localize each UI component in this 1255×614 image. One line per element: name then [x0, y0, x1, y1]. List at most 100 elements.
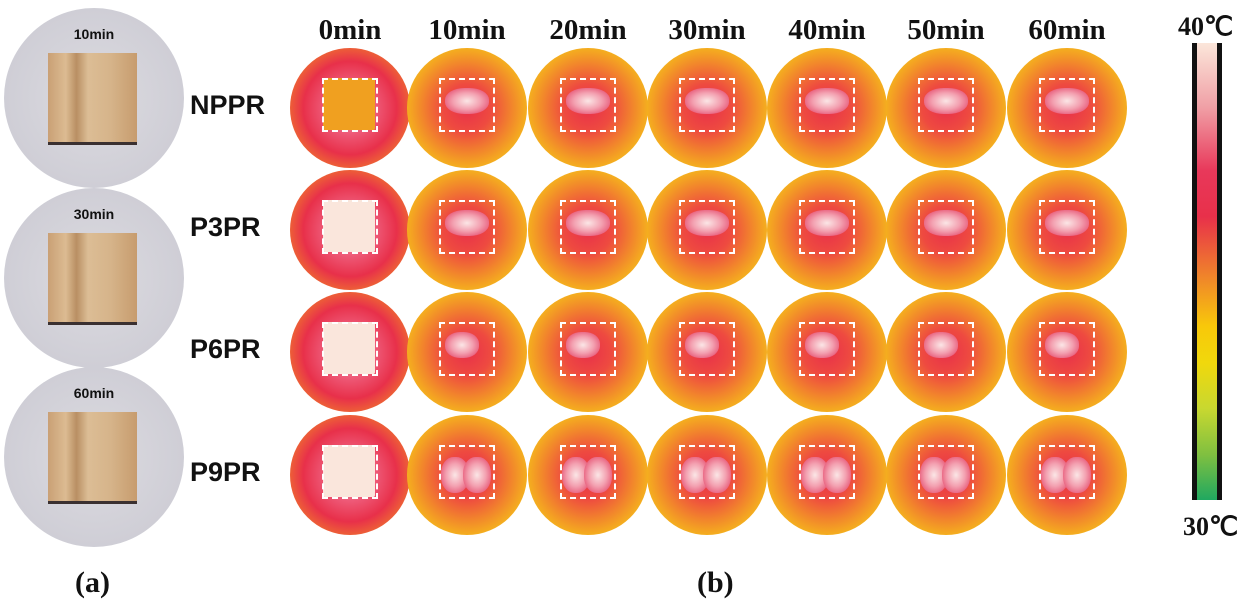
sample-hotspot: [1045, 332, 1079, 358]
sample-photo: 60min: [4, 367, 184, 547]
row-label: NPPR: [190, 90, 266, 120]
photo-time-label: 30min: [73, 206, 115, 222]
sample-hotspot: [566, 88, 610, 114]
sample-outline-box: [560, 78, 616, 132]
column-header: 20min: [549, 14, 627, 46]
thermal-image: [1007, 48, 1127, 168]
photo-time-label: 60min: [73, 385, 115, 401]
row-label: P9PR: [190, 457, 261, 487]
thermal-image: [528, 170, 648, 290]
sample-hotspot: [805, 332, 839, 358]
sample-outline-box: [1039, 445, 1095, 499]
thermal-image: [767, 48, 887, 168]
wood-sample: [48, 412, 137, 504]
thermal-image: [528, 415, 648, 535]
thermal-image: [407, 292, 527, 412]
sample-hotspot: [566, 210, 610, 236]
sample-outline-box: [560, 445, 616, 499]
sample-hotspot: [823, 457, 851, 493]
thermal-image: [1007, 292, 1127, 412]
thermal-image: [1007, 170, 1127, 290]
sample-hotspot: [323, 445, 375, 497]
sample-outline-box: [679, 322, 735, 376]
column-header: 50min: [907, 14, 985, 46]
sample-outline-box: [560, 200, 616, 254]
sample-outline-box: [1039, 78, 1095, 132]
thermal-image: [407, 415, 527, 535]
thermal-image: [290, 415, 410, 535]
thermal-image: [886, 48, 1006, 168]
thermal-image: [407, 48, 527, 168]
sample-outline-box: [918, 200, 974, 254]
thermal-image: [767, 415, 887, 535]
sample-hotspot: [445, 332, 479, 358]
sample-outline-box: [679, 200, 735, 254]
column-header: 30min: [668, 14, 746, 46]
photo-time-label: 10min: [73, 26, 115, 42]
thermal-image: [886, 170, 1006, 290]
sample-hotspot: [445, 210, 489, 236]
sample-outline-box: [918, 78, 974, 132]
sample-outline-box: [799, 78, 855, 132]
colorbar-min-label: 30℃: [1183, 512, 1239, 541]
sample-hotspot: [323, 200, 375, 252]
sample-hotspot: [1045, 88, 1089, 114]
panel-a-label: (a): [75, 566, 110, 599]
sample-outline-box: [322, 445, 378, 499]
sample-hotspot: [942, 457, 970, 493]
row-label: P3PR: [190, 212, 261, 242]
thermal-image: [767, 292, 887, 412]
panel-b-label: (b): [697, 566, 734, 599]
sample-outline-box: [560, 322, 616, 376]
sample-outline-box: [439, 322, 495, 376]
sample-photo: 30min: [4, 188, 184, 368]
thermal-image: [767, 170, 887, 290]
column-header: 10min: [428, 14, 506, 46]
sample-outline-box: [439, 78, 495, 132]
sample-outline-box: [322, 78, 378, 132]
thermal-image: [886, 292, 1006, 412]
thermal-image: [647, 48, 767, 168]
sample-outline-box: [679, 78, 735, 132]
thermal-image: [647, 170, 767, 290]
sample-outline-box: [799, 322, 855, 376]
sample-photo: 10min: [4, 8, 184, 188]
sample-outline-box: [918, 445, 974, 499]
sample-hotspot: [924, 210, 968, 236]
sample-hotspot: [323, 78, 375, 130]
column-header: 40min: [788, 14, 866, 46]
sample-outline-box: [1039, 200, 1095, 254]
colorbar-max-label: 40℃: [1178, 12, 1234, 41]
sample-hotspot: [1045, 210, 1089, 236]
sample-hotspot: [463, 457, 491, 493]
thermal-image: [528, 48, 648, 168]
sample-outline-box: [322, 322, 378, 376]
sample-outline-box: [439, 445, 495, 499]
wood-sample: [48, 233, 137, 325]
sample-outline-box: [322, 200, 378, 254]
sample-outline-box: [1039, 322, 1095, 376]
thermal-image: [290, 48, 410, 168]
row-label: P6PR: [190, 334, 261, 364]
sample-outline-box: [679, 445, 735, 499]
sample-hotspot: [323, 322, 375, 374]
sample-hotspot: [685, 210, 729, 236]
thermal-image: [647, 415, 767, 535]
sample-hotspot: [703, 457, 731, 493]
sample-hotspot: [924, 88, 968, 114]
sample-hotspot: [685, 332, 719, 358]
thermal-image: [647, 292, 767, 412]
sample-outline-box: [918, 322, 974, 376]
thermal-image: [290, 292, 410, 412]
thermal-image: [528, 292, 648, 412]
sample-hotspot: [805, 88, 849, 114]
sample-hotspot: [924, 332, 958, 358]
thermal-image: [1007, 415, 1127, 535]
thermal-image: [407, 170, 527, 290]
sample-hotspot: [445, 88, 489, 114]
column-header: 0min: [318, 14, 382, 46]
sample-outline-box: [439, 200, 495, 254]
sample-hotspot: [584, 457, 612, 493]
sample-outline-box: [799, 200, 855, 254]
sample-outline-box: [799, 445, 855, 499]
